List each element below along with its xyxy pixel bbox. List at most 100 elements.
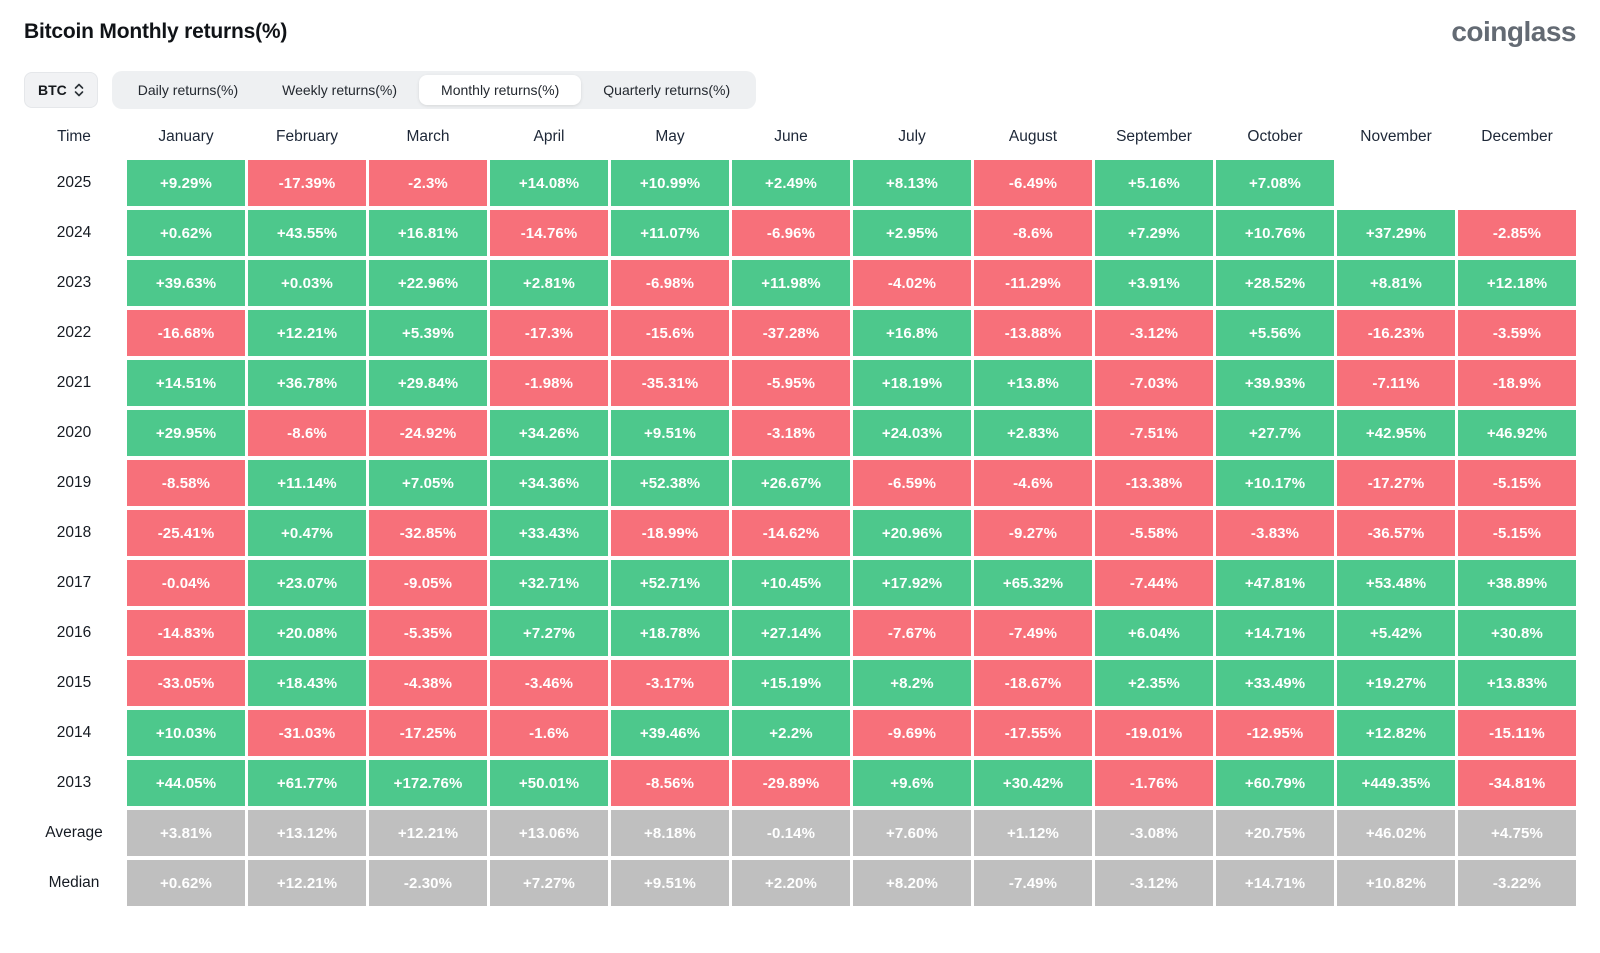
cell-2024-april: -14.76% — [490, 210, 608, 256]
cell-median-september: -3.12% — [1095, 860, 1213, 906]
cell-2025-april: +14.08% — [490, 160, 608, 206]
cell-2016-january: -14.83% — [127, 610, 245, 656]
cell-average-june: -0.14% — [732, 810, 850, 856]
cell-average-may: +8.18% — [611, 810, 729, 856]
coin-select-label: BTC — [38, 82, 67, 98]
cell-2020-december: +46.92% — [1458, 410, 1576, 456]
cell-2023-october: +28.52% — [1216, 260, 1334, 306]
cell-average-april: +13.06% — [490, 810, 608, 856]
cell-2015-january: -33.05% — [127, 660, 245, 706]
month-header-june: June — [774, 128, 808, 145]
cell-2014-february: -31.03% — [248, 710, 366, 756]
cell-2022-april: -17.3% — [490, 310, 608, 356]
cell-2014-december: -15.11% — [1458, 710, 1576, 756]
cell-median-july: +8.20% — [853, 860, 971, 906]
returns-tab-group: Daily returns(%) Weekly returns(%) Monthly… — [111, 71, 757, 109]
month-header-may: May — [655, 128, 685, 145]
cell-2022-march: +5.39% — [369, 310, 487, 356]
cell-average-february: +13.12% — [248, 810, 366, 856]
cell-2016-august: -7.49% — [974, 610, 1092, 656]
time-column-header: Time — [57, 128, 91, 145]
cell-2014-january: +10.03% — [127, 710, 245, 756]
row-label-median: Median — [48, 874, 100, 891]
cell-2017-may: +52.71% — [611, 560, 729, 606]
cell-2013-january: +44.05% — [127, 760, 245, 806]
month-header-november: November — [1360, 128, 1432, 145]
cell-2016-may: +18.78% — [611, 610, 729, 656]
cell-2025-september: +5.16% — [1095, 160, 1213, 206]
cell-median-december: -3.22% — [1458, 860, 1576, 906]
cell-2015-march: -4.38% — [369, 660, 487, 706]
cell-2013-august: +30.42% — [974, 760, 1092, 806]
cell-2018-january: -25.41% — [127, 510, 245, 556]
cell-2013-july: +9.6% — [853, 760, 971, 806]
month-header-february: February — [275, 128, 339, 145]
cell-2017-july: +17.92% — [853, 560, 971, 606]
row-label-2016: 2016 — [56, 624, 92, 641]
cell-2020-september: -7.51% — [1095, 410, 1213, 456]
cell-2021-september: -7.03% — [1095, 360, 1213, 406]
cell-2018-june: -14.62% — [732, 510, 850, 556]
cell-2024-december: -2.85% — [1458, 210, 1576, 256]
row-label-2013: 2013 — [56, 774, 92, 791]
cell-2018-december: -5.15% — [1458, 510, 1576, 556]
coin-select[interactable]: BTC — [24, 72, 98, 108]
cell-2019-november: -17.27% — [1337, 460, 1455, 506]
cell-2021-november: -7.11% — [1337, 360, 1455, 406]
cell-median-august: -7.49% — [974, 860, 1092, 906]
cell-2019-july: -6.59% — [853, 460, 971, 506]
coinglass-logo: coinglass — [1451, 16, 1576, 47]
cell-2022-october: +5.56% — [1216, 310, 1334, 356]
cell-2022-december: -3.59% — [1458, 310, 1576, 356]
tab-daily-returns[interactable]: Daily returns(%) — [116, 75, 260, 105]
cell-2013-june: -29.89% — [732, 760, 850, 806]
cell-2013-december: -34.81% — [1458, 760, 1576, 806]
cell-2019-february: +11.14% — [248, 460, 366, 506]
cell-2016-march: -5.35% — [369, 610, 487, 656]
cell-2025-october: +7.08% — [1216, 160, 1334, 206]
tab-weekly-returns[interactable]: Weekly returns(%) — [260, 75, 419, 105]
cell-2017-december: +38.89% — [1458, 560, 1576, 606]
cell-median-march: -2.30% — [369, 860, 487, 906]
tab-quarterly-returns[interactable]: Quarterly returns(%) — [581, 75, 752, 105]
cell-2014-march: -17.25% — [369, 710, 487, 756]
cell-2024-january: +0.62% — [127, 210, 245, 256]
cell-2019-august: -4.6% — [974, 460, 1092, 506]
cell-2022-february: +12.21% — [248, 310, 366, 356]
cell-2025-june: +2.49% — [732, 160, 850, 206]
row-label-2021: 2021 — [56, 374, 92, 391]
cell-2015-may: -3.17% — [611, 660, 729, 706]
cell-2023-may: -6.98% — [611, 260, 729, 306]
cell-2022-november: -16.23% — [1337, 310, 1455, 356]
cell-2020-march: -24.92% — [369, 410, 487, 456]
row-label-2024: 2024 — [56, 224, 92, 241]
cell-2021-july: +18.19% — [853, 360, 971, 406]
cell-2016-october: +14.71% — [1216, 610, 1334, 656]
cell-2020-february: -8.6% — [248, 410, 366, 456]
cell-2013-february: +61.77% — [248, 760, 366, 806]
cell-2025-february: -17.39% — [248, 160, 366, 206]
cell-average-october: +20.75% — [1216, 810, 1334, 856]
cell-2020-january: +29.95% — [127, 410, 245, 456]
cell-2013-may: -8.56% — [611, 760, 729, 806]
cell-2013-september: -1.76% — [1095, 760, 1213, 806]
month-header-october: October — [1247, 128, 1303, 145]
cell-2019-september: -13.38% — [1095, 460, 1213, 506]
cell-2019-june: +26.67% — [732, 460, 850, 506]
month-header-december: December — [1481, 128, 1553, 145]
month-header-march: March — [406, 128, 450, 145]
cell-2022-august: -13.88% — [974, 310, 1092, 356]
cell-2015-february: +18.43% — [248, 660, 366, 706]
cell-2023-july: -4.02% — [853, 260, 971, 306]
cell-average-january: +3.81% — [127, 810, 245, 856]
cell-2024-march: +16.81% — [369, 210, 487, 256]
cell-2025-july: +8.13% — [853, 160, 971, 206]
tab-monthly-returns[interactable]: Monthly returns(%) — [419, 75, 582, 105]
cell-2020-october: +27.7% — [1216, 410, 1334, 456]
cell-2021-october: +39.93% — [1216, 360, 1334, 406]
cell-2020-july: +24.03% — [853, 410, 971, 456]
cell-2016-april: +7.27% — [490, 610, 608, 656]
cell-2020-november: +42.95% — [1337, 410, 1455, 456]
cell-2018-october: -3.83% — [1216, 510, 1334, 556]
row-label-2025: 2025 — [56, 174, 92, 191]
